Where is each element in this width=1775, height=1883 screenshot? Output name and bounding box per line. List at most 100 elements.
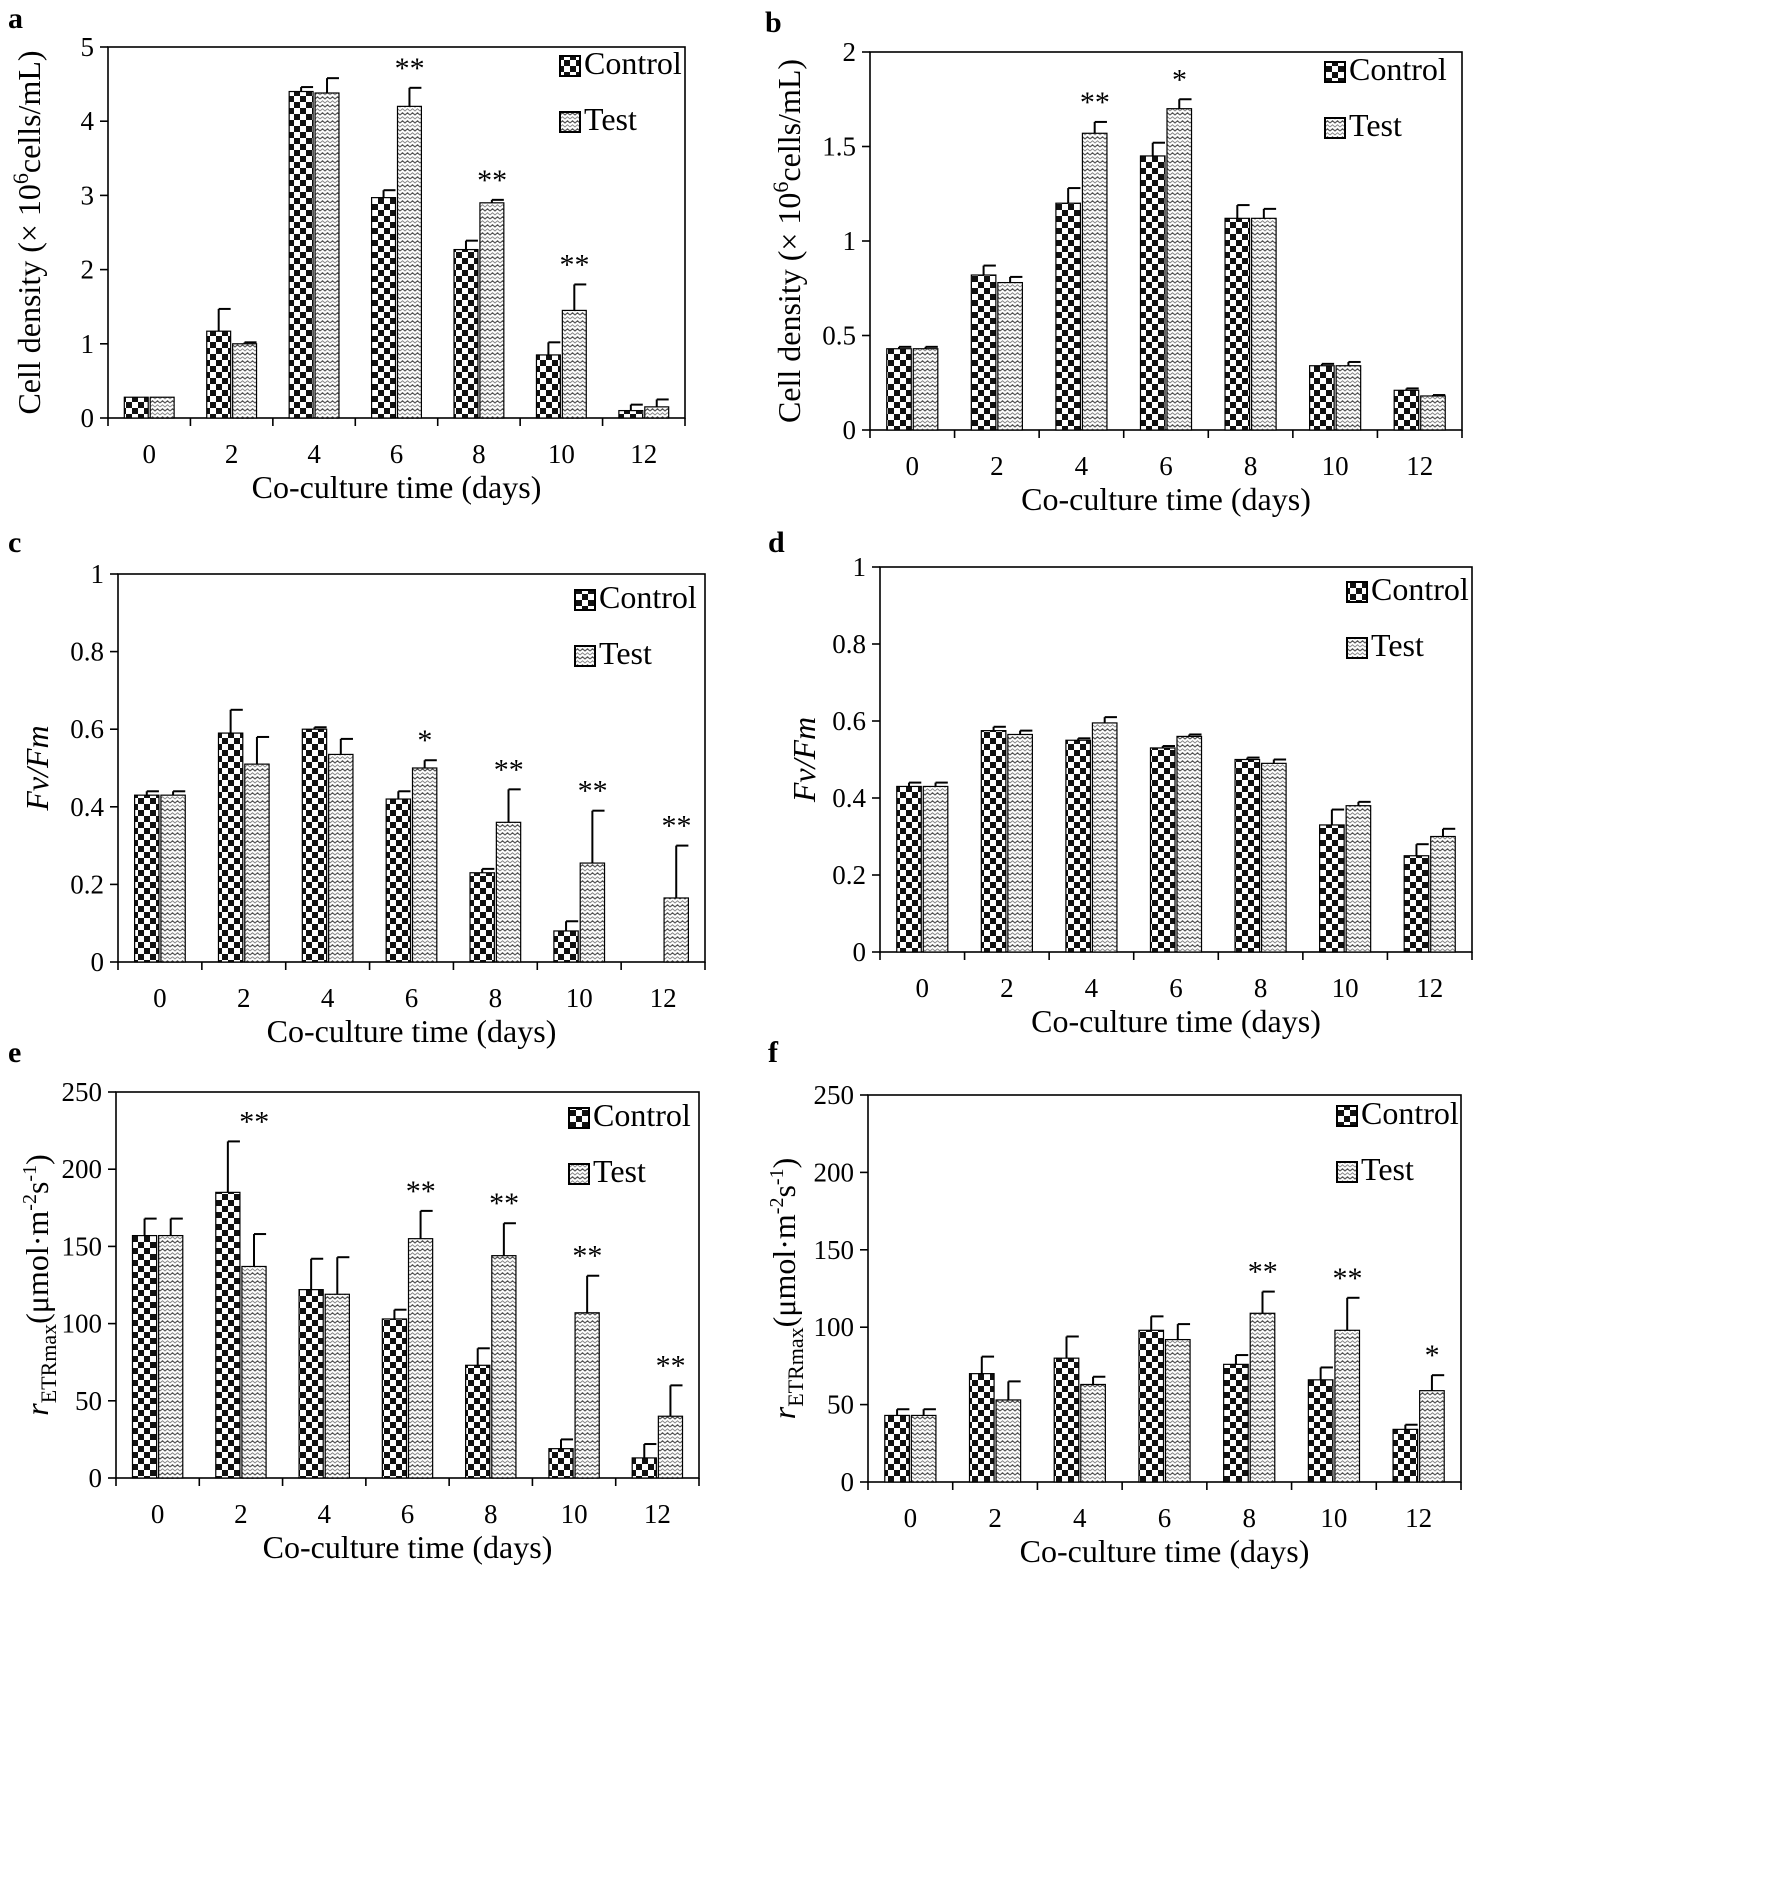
test-legend-swatch — [1324, 117, 1346, 139]
control-bar — [469, 872, 495, 963]
x-tick-label: 4 — [317, 1499, 331, 1529]
y-tick-label: 3 — [81, 180, 95, 210]
significance-label: ** — [494, 753, 524, 786]
control-bar — [535, 354, 561, 419]
control-bar — [968, 1373, 995, 1483]
control-legend-swatch — [568, 1107, 590, 1129]
panel-e: e 0 50 100 150 200 250 0 2 4 6 8 10 12 Co-culture time… — [8, 1036, 700, 1565]
control-bar — [1055, 202, 1082, 431]
test-bar — [1249, 1312, 1276, 1483]
y-tick-label: 4 — [81, 106, 95, 136]
control-bar — [553, 930, 579, 963]
y-tick-label: 200 — [814, 1157, 855, 1187]
significance-label: * — [1172, 63, 1187, 96]
significance-label: ** — [560, 248, 590, 281]
control-bar — [206, 330, 232, 419]
x-tick-label: 2 — [234, 1499, 248, 1529]
control-bar — [1223, 1363, 1249, 1483]
significance-label: ** — [239, 1105, 269, 1138]
significance-label: * — [1425, 1339, 1440, 1372]
control-bar — [618, 409, 644, 419]
x-tick-label: 2 — [990, 451, 1004, 481]
plot-frame — [115, 1091, 700, 1479]
panel-f: f 0 50 100 150 200 250 0 2 4 6 8 10 12 Co-culture time… — [766, 1036, 1462, 1569]
x-tick-label: 10 — [561, 1499, 588, 1529]
x-tick-label: 8 — [472, 439, 486, 469]
x-tick-label: 10 — [548, 439, 575, 469]
control-bar — [134, 794, 160, 963]
y-tick-label: 0.2 — [70, 869, 104, 899]
panel-b: b 0 0.5 1 1.5 2 0 2 4 6 8 10 12 Co-culture time (days… — [765, 6, 1463, 517]
x-axis-title: Co-culture time (days) — [267, 1013, 557, 1049]
control-bar — [381, 1318, 408, 1479]
y-tick-label: 150 — [62, 1231, 103, 1261]
significance-label: ** — [572, 1240, 602, 1273]
control-bar — [1403, 855, 1430, 953]
significance-label: * — [417, 724, 432, 757]
test-bar — [1081, 132, 1108, 431]
x-tick-label: 0 — [916, 973, 930, 1003]
x-tick-label: 8 — [1242, 1503, 1256, 1533]
test-bar — [1345, 805, 1372, 953]
control-legend-swatch — [1346, 581, 1368, 603]
x-tick-label: 2 — [237, 983, 251, 1013]
test-legend-swatch — [568, 1163, 590, 1185]
test-bar — [1007, 733, 1033, 953]
y-tick-label: 1 — [843, 226, 857, 256]
test-bar — [328, 753, 354, 963]
y-tick-label: 1 — [81, 329, 95, 359]
significance-label: ** — [578, 775, 608, 808]
x-tick-label: 10 — [1322, 451, 1349, 481]
test-legend-label: Test — [593, 1153, 646, 1189]
x-tick-label: 12 — [650, 983, 677, 1013]
x-tick-label: 4 — [1075, 451, 1089, 481]
x-tick-label: 12 — [1405, 1503, 1432, 1533]
x-tick-label: 10 — [1332, 973, 1359, 1003]
test-bar — [912, 348, 939, 431]
y-tick-label: 150 — [814, 1235, 855, 1265]
x-tick-label: 10 — [566, 983, 593, 1013]
test-bar — [160, 794, 186, 963]
control-bar — [215, 1191, 241, 1479]
significance-label: ** — [661, 810, 691, 843]
panel-letter: c — [8, 526, 21, 559]
x-tick-label: 6 — [405, 983, 419, 1013]
x-tick-label: 6 — [390, 439, 404, 469]
test-bar — [1420, 395, 1446, 431]
significance-label: ** — [1080, 86, 1110, 119]
x-tick-label: 8 — [489, 983, 503, 1013]
y-axis-title: Cell density (× 106cells/mL) — [8, 50, 47, 414]
control-bar — [217, 732, 244, 963]
test-legend-label: Test — [1349, 107, 1402, 143]
x-tick-label: 4 — [1073, 1503, 1087, 1533]
y-tick-label: 0.4 — [70, 792, 104, 822]
control-legend-label: Control — [593, 1097, 691, 1133]
control-bar — [980, 730, 1007, 953]
control-bar — [385, 798, 412, 963]
control-bar — [301, 728, 328, 963]
test-bar — [396, 105, 423, 419]
control-bar — [970, 274, 997, 431]
test-bar — [657, 1415, 684, 1479]
control-bar — [548, 1448, 574, 1479]
x-tick-label: 4 — [307, 439, 321, 469]
test-bar — [314, 92, 340, 419]
y-tick-label: 0 — [841, 1467, 855, 1497]
y-tick-label: 250 — [814, 1080, 855, 1110]
control-bar — [1234, 758, 1261, 953]
x-axis-title: Co-culture time (days) — [1021, 481, 1311, 517]
test-bar — [1166, 108, 1193, 431]
y-tick-label: 5 — [81, 32, 95, 62]
control-bar — [631, 1457, 657, 1479]
y-tick-label: 1 — [853, 552, 867, 582]
x-tick-label: 6 — [1159, 451, 1173, 481]
test-bar — [324, 1293, 350, 1479]
x-tick-label: 8 — [1244, 451, 1258, 481]
test-bar — [1080, 1383, 1106, 1483]
test-legend-label: Test — [584, 101, 637, 137]
test-bar — [407, 1238, 434, 1479]
y-tick-label: 100 — [62, 1309, 103, 1339]
control-bar — [1393, 389, 1420, 431]
